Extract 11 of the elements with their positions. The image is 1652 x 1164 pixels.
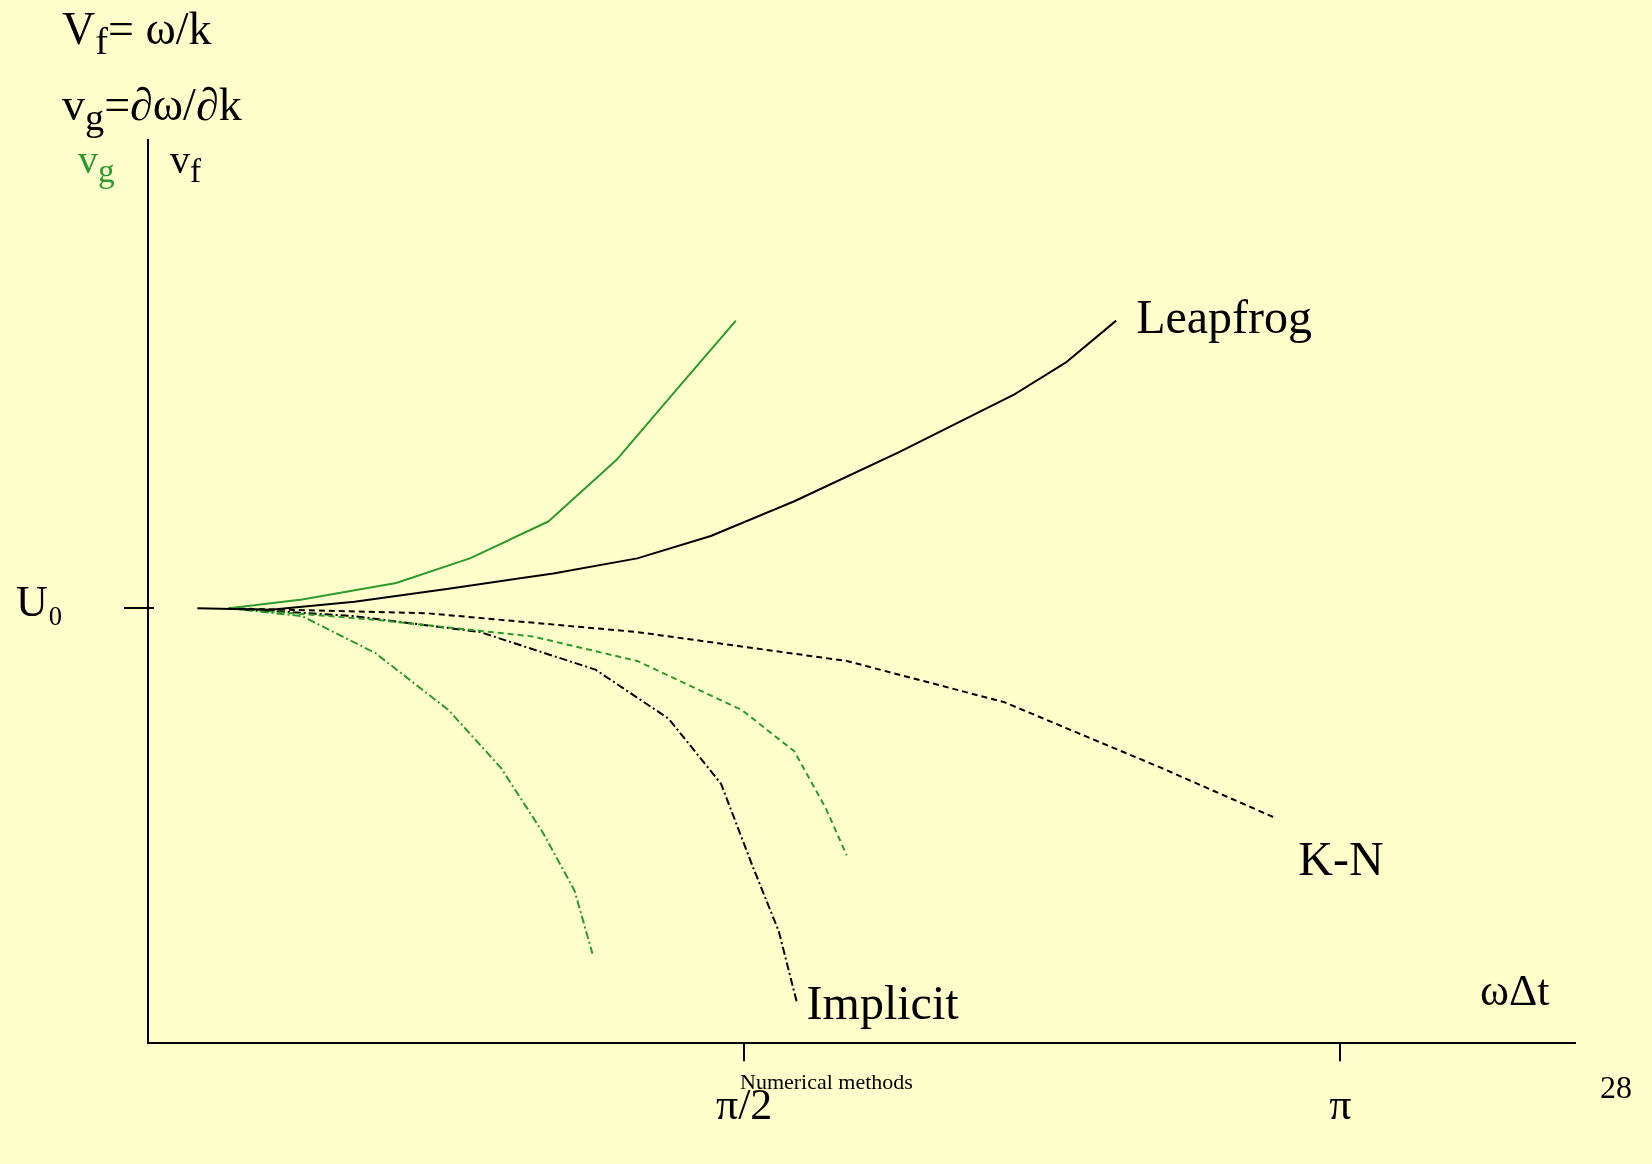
text: v$_{g}$=∂ω/∂k [62, 79, 242, 139]
y-axis-title: v$_{f}$ [170, 137, 202, 190]
series-label: K-N [1298, 831, 1384, 885]
x-tick-label: π [1329, 1080, 1352, 1130]
x-axis-title: ωΔt [1480, 965, 1550, 1016]
text: U₀ [16, 577, 64, 627]
text: 28 [1600, 1069, 1632, 1106]
text: V$_{f}$= ω/k [62, 3, 212, 63]
series-label: Implicit [806, 975, 960, 1029]
text: v$_{g}$ [78, 137, 115, 190]
series-label: Leapfrog [1136, 290, 1313, 344]
